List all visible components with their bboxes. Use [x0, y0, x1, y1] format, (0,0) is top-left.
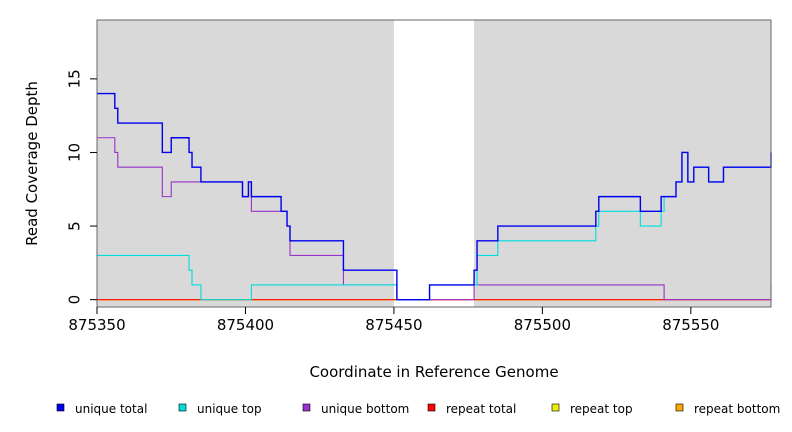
legend-label: unique total — [75, 402, 147, 416]
plot-frame — [96, 19, 772, 308]
y-tick-label: 15 — [66, 69, 84, 88]
x-tick-label: 875550 — [662, 316, 719, 334]
x-tick-label: 875350 — [68, 316, 125, 334]
legend-label: unique bottom — [321, 402, 409, 416]
shaded-region — [97, 20, 394, 307]
legend-swatch — [56, 403, 65, 412]
y-tick-label: 0 — [66, 295, 84, 305]
x-axis-label: Coordinate in Reference Genome — [309, 363, 558, 381]
x-axis: 875350 875400 875450 875500 875550 — [68, 307, 719, 334]
legend-label: unique top — [197, 402, 262, 416]
legend-swatch — [427, 403, 436, 412]
series-lines — [97, 92, 772, 301]
shaded-region — [474, 20, 771, 307]
legend-label: repeat total — [446, 402, 516, 416]
legend-swatch — [178, 403, 187, 412]
y-axis: 0 5 10 15 — [66, 69, 97, 305]
legend: unique total unique top unique bottom repea… — [56, 402, 780, 416]
legend-label: repeat top — [570, 402, 633, 416]
series-line-unique-bottom — [97, 137, 772, 301]
y-tick-label: 10 — [66, 143, 84, 162]
series-line-unique-total — [97, 92, 772, 301]
legend-swatch — [302, 403, 311, 412]
legend-swatch — [675, 403, 684, 412]
shaded-regions — [97, 20, 771, 307]
y-axis-label: Read Coverage Depth — [23, 81, 41, 246]
y-tick-label: 5 — [66, 221, 84, 231]
legend-swatch — [551, 403, 560, 412]
legend-label: repeat bottom — [694, 402, 780, 416]
x-tick-label: 875450 — [365, 316, 422, 334]
x-tick-label: 875400 — [217, 316, 274, 334]
x-tick-label: 875500 — [514, 316, 571, 334]
